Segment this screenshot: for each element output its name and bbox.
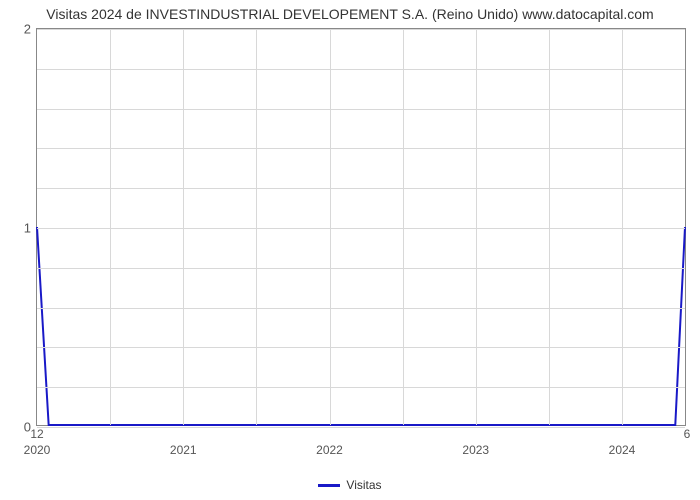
gridline-horizontal [37,347,685,348]
gridline-horizontal [37,228,685,229]
gridline-vertical [256,29,257,425]
gridline-vertical [476,29,477,425]
gridline-vertical [183,29,184,425]
chart-title: Visitas 2024 de INVESTINDUSTRIAL DEVELOP… [0,6,700,22]
plot-area: 01220202021202220232024126 [36,28,686,426]
gridline-vertical [549,29,550,425]
gridline-horizontal [37,308,685,309]
y-tick-label: 1 [24,221,31,236]
gridline-horizontal [37,148,685,149]
gridline-horizontal [37,387,685,388]
x-below-left-label: 12 [30,427,43,441]
legend-label: Visitas [346,478,381,492]
x-below-right-label: 6 [684,427,691,441]
data-line [37,29,685,425]
gridline-horizontal [37,268,685,269]
x-tick-label: 2020 [24,443,51,457]
x-tick-label: 2024 [609,443,636,457]
x-tick-label: 2023 [462,443,489,457]
gridline-vertical [330,29,331,425]
gridline-horizontal [37,29,685,30]
gridline-horizontal [37,69,685,70]
x-tick-label: 2021 [170,443,197,457]
chart-container: Visitas 2024 de INVESTINDUSTRIAL DEVELOP… [0,0,700,500]
gridline-vertical [403,29,404,425]
x-tick-label: 2022 [316,443,343,457]
gridline-horizontal [37,188,685,189]
gridline-horizontal [37,427,685,428]
gridline-horizontal [37,109,685,110]
y-tick-label: 2 [24,22,31,37]
legend-swatch [318,484,340,487]
legend: Visitas [0,478,700,492]
gridline-vertical [622,29,623,425]
gridline-vertical [110,29,111,425]
